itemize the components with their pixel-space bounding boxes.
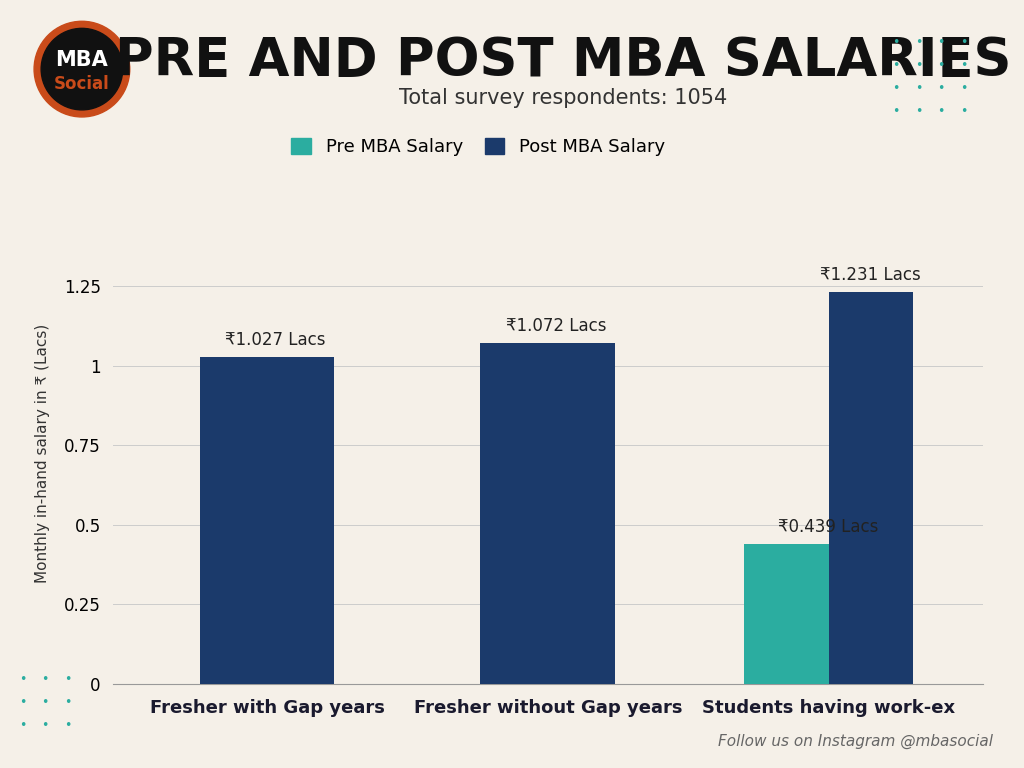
Bar — [200, 357, 335, 684]
Text: •: • — [937, 105, 945, 118]
Text: •: • — [63, 674, 72, 686]
Text: ₹1.231 Lacs: ₹1.231 Lacs — [820, 266, 922, 284]
Text: •: • — [914, 59, 923, 71]
Bar — [480, 343, 615, 684]
Text: •: • — [914, 105, 923, 118]
Text: •: • — [63, 720, 72, 732]
Text: •: • — [914, 36, 923, 48]
Text: Total survey respondents: 1054: Total survey respondents: 1054 — [399, 88, 727, 108]
Legend: Pre MBA Salary, Post MBA Salary: Pre MBA Salary, Post MBA Salary — [284, 131, 673, 163]
Text: •: • — [41, 720, 49, 732]
Text: ₹1.027 Lacs: ₹1.027 Lacs — [225, 331, 326, 349]
Text: •: • — [959, 59, 968, 71]
Text: •: • — [937, 59, 945, 71]
Text: Social: Social — [54, 74, 110, 93]
Text: MBA: MBA — [55, 50, 109, 70]
Text: ₹0.439 Lacs: ₹0.439 Lacs — [778, 518, 879, 536]
Text: •: • — [892, 82, 900, 94]
Text: •: • — [41, 674, 49, 686]
Text: •: • — [914, 82, 923, 94]
Text: •: • — [892, 36, 900, 48]
Text: PRE AND POST MBA SALARIES: PRE AND POST MBA SALARIES — [115, 35, 1012, 87]
Text: •: • — [18, 720, 27, 732]
Text: •: • — [892, 59, 900, 71]
Text: •: • — [892, 105, 900, 118]
Text: Follow us on Instagram @mbasocial: Follow us on Instagram @mbasocial — [718, 733, 993, 749]
Bar — [828, 293, 912, 684]
Text: •: • — [18, 674, 27, 686]
Text: •: • — [63, 697, 72, 709]
Text: •: • — [937, 36, 945, 48]
Circle shape — [34, 22, 130, 117]
Text: •: • — [959, 82, 968, 94]
Text: •: • — [18, 697, 27, 709]
Text: •: • — [937, 82, 945, 94]
Text: •: • — [41, 697, 49, 709]
Circle shape — [41, 28, 123, 110]
Y-axis label: Monthly in-hand salary in ₹ (Lacs): Monthly in-hand salary in ₹ (Lacs) — [35, 323, 50, 583]
Bar — [744, 544, 828, 684]
Text: ₹1.072 Lacs: ₹1.072 Lacs — [506, 317, 606, 335]
Text: •: • — [959, 36, 968, 48]
Text: •: • — [959, 105, 968, 118]
